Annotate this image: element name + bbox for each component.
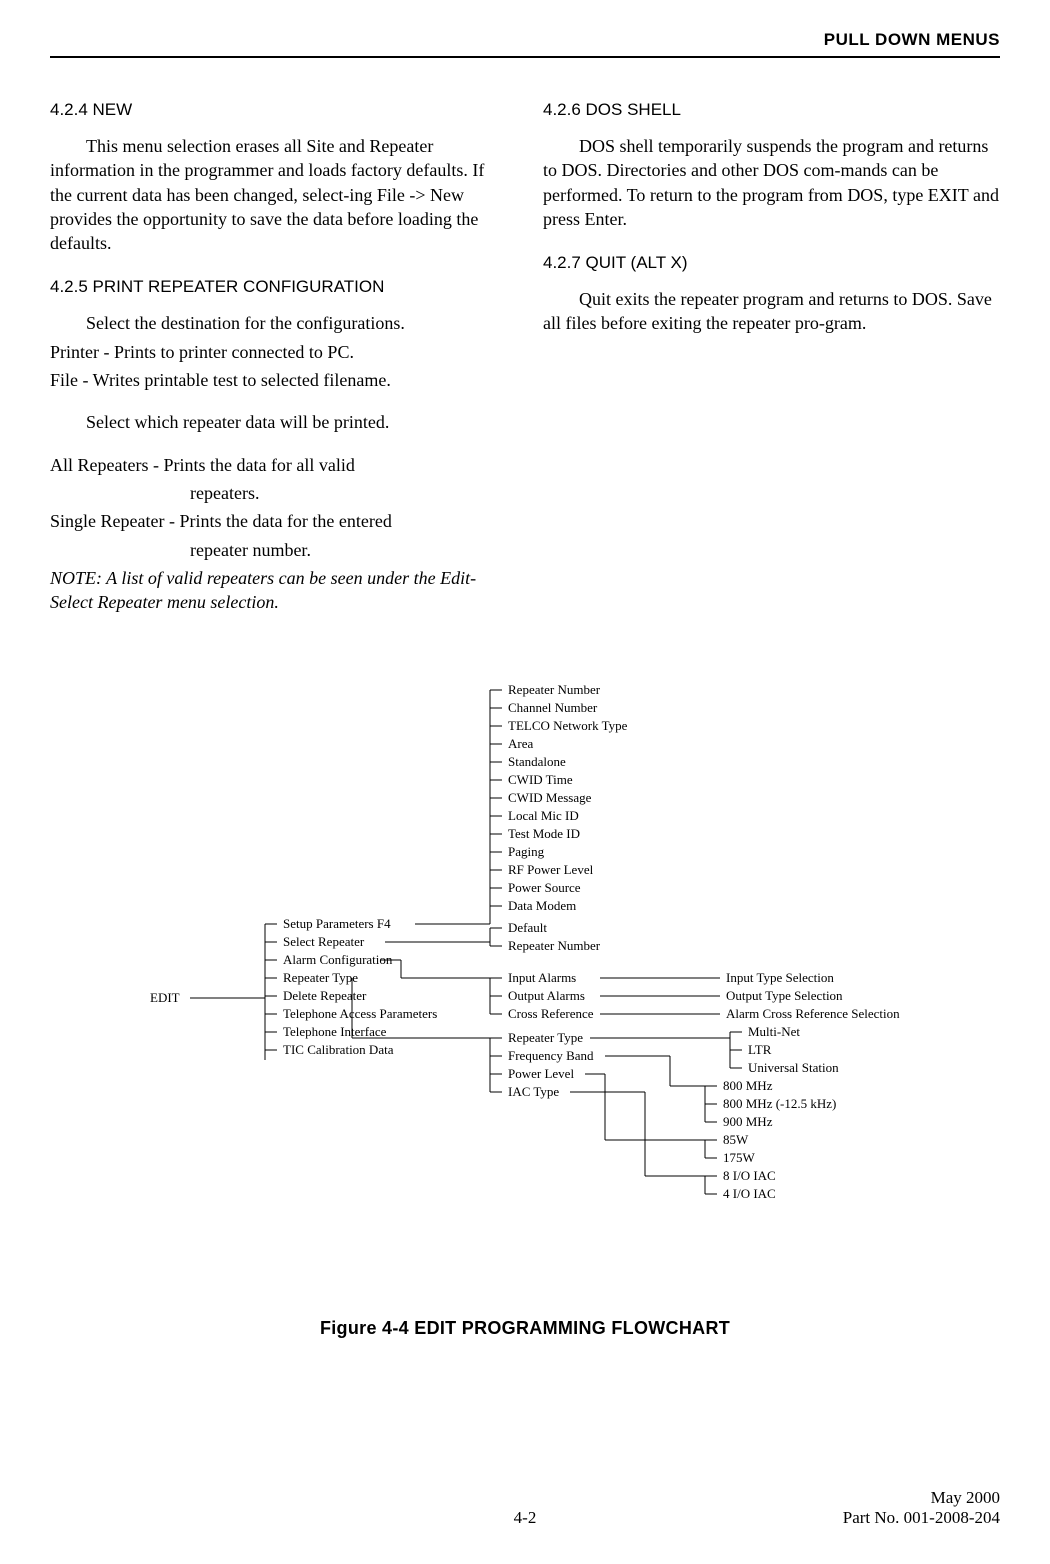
page-header-title: PULL DOWN MENUS xyxy=(50,30,1000,50)
line-file: File - Writes printable test to selected… xyxy=(50,368,507,392)
rt-sub-0: Multi-Net xyxy=(748,1024,800,1040)
alarm-right-1: Output Type Selection xyxy=(726,988,843,1004)
paragraph: DOS shell temporarily suspends the progr… xyxy=(543,134,1000,231)
section-heading-426: 4.2.6 DOS SHELL xyxy=(543,100,1000,120)
edit-item-7: TIC Calibration Data xyxy=(283,1042,393,1058)
flowchart-figure: EDIT Setup Parameters F4 Select Repeater Al… xyxy=(50,678,1000,1288)
setup-item-12: Data Modem xyxy=(508,898,576,914)
line-single-2: repeater number. xyxy=(50,538,507,562)
paragraph: Select which repeater data will be print… xyxy=(50,410,507,434)
setup-item-5: CWID Time xyxy=(508,772,573,788)
reptype-item-1: Frequency Band xyxy=(508,1048,594,1064)
section-heading-424: 4.2.4 NEW xyxy=(50,100,507,120)
page-footer: 4-2 May 2000 Part No. 001-2008-204 xyxy=(50,1488,1000,1528)
footer-date: May 2000 xyxy=(843,1488,1000,1508)
setup-item-9: Paging xyxy=(508,844,544,860)
setup-item-6: CWID Message xyxy=(508,790,591,806)
setup-item-10: RF Power Level xyxy=(508,862,593,878)
left-column: 4.2.4 NEW This menu selection erases all… xyxy=(50,86,507,618)
reptype-item-0: Repeater Type xyxy=(508,1030,583,1046)
section-heading-427: 4.2.7 QUIT (ALT X) xyxy=(543,253,1000,273)
line-all-repeaters-2: repeaters. xyxy=(50,481,507,505)
line-printer: Printer - Prints to printer connected to… xyxy=(50,340,507,364)
rt-sub-1: LTR xyxy=(748,1042,771,1058)
iac-sub-1: 4 I/O IAC xyxy=(723,1186,776,1202)
select-item-1: Repeater Number xyxy=(508,938,600,954)
alarm-item-1: Output Alarms xyxy=(508,988,585,1004)
power-sub-0: 85W xyxy=(723,1132,748,1148)
right-column: 4.2.6 DOS SHELL DOS shell temporarily su… xyxy=(543,86,1000,618)
paragraph: Quit exits the repeater program and retu… xyxy=(543,287,1000,336)
line-all-repeaters-1: All Repeaters - Prints the data for all … xyxy=(50,453,507,477)
setup-item-0: Repeater Number xyxy=(508,682,600,698)
alarm-item-0: Input Alarms xyxy=(508,970,576,986)
alarm-right-0: Input Type Selection xyxy=(726,970,834,986)
alarm-item-2: Cross Reference xyxy=(508,1006,594,1022)
two-column-body: 4.2.4 NEW This menu selection erases all… xyxy=(50,86,1000,618)
rt-sub-2: Universal Station xyxy=(748,1060,839,1076)
reptype-item-3: IAC Type xyxy=(508,1084,559,1100)
select-item-0: Default xyxy=(508,920,547,936)
note-text: NOTE: A list of valid repeaters can be s… xyxy=(50,566,507,615)
header-rule xyxy=(50,56,1000,58)
edit-item-1: Select Repeater xyxy=(283,934,364,950)
freq-sub-2: 900 MHz xyxy=(723,1114,772,1130)
iac-sub-0: 8 I/O IAC xyxy=(723,1168,776,1184)
setup-item-3: Area xyxy=(508,736,533,752)
setup-item-2: TELCO Network Type xyxy=(508,718,627,734)
freq-sub-1: 800 MHz (-12.5 kHz) xyxy=(723,1096,836,1112)
reptype-item-2: Power Level xyxy=(508,1066,574,1082)
setup-item-7: Local Mic ID xyxy=(508,808,579,824)
setup-item-4: Standalone xyxy=(508,754,566,770)
setup-item-1: Channel Number xyxy=(508,700,597,716)
section-heading-425: 4.2.5 PRINT REPEATER CONFIGURATION xyxy=(50,277,507,297)
line-single-1: Single Repeater - Prints the data for th… xyxy=(50,509,507,533)
footer-partno: Part No. 001-2008-204 xyxy=(843,1508,1000,1528)
paragraph: This menu selection erases all Site and … xyxy=(50,134,507,255)
setup-item-11: Power Source xyxy=(508,880,581,896)
flowchart-root: EDIT xyxy=(150,990,180,1006)
power-sub-1: 175W xyxy=(723,1150,755,1166)
edit-item-2: Alarm Configuration xyxy=(283,952,392,968)
setup-item-8: Test Mode ID xyxy=(508,826,580,842)
alarm-right-2: Alarm Cross Reference Selection xyxy=(726,1006,900,1022)
figure-caption: Figure 4-4 EDIT PROGRAMMING FLOWCHART xyxy=(50,1318,1000,1339)
edit-item-6: Telephone Interface xyxy=(283,1024,386,1040)
freq-sub-0: 800 MHz xyxy=(723,1078,772,1094)
edit-item-5: Telephone Access Parameters xyxy=(283,1006,437,1022)
edit-item-3: Repeater Type xyxy=(283,970,358,986)
paragraph: Select the destination for the configura… xyxy=(50,311,507,335)
edit-item-0: Setup Parameters F4 xyxy=(283,916,391,932)
edit-item-4: Delete Repeater xyxy=(283,988,366,1004)
footer-right: May 2000 Part No. 001-2008-204 xyxy=(843,1488,1000,1528)
